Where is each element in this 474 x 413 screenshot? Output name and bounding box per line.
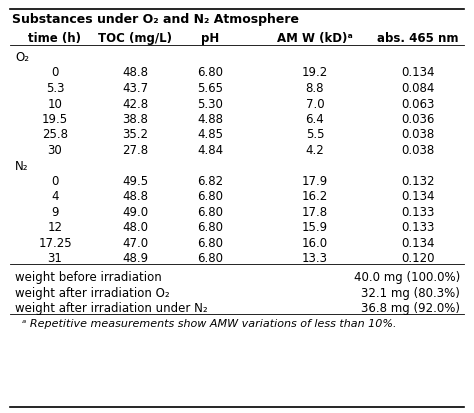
Text: pH: pH — [201, 32, 219, 45]
Text: 47.0: 47.0 — [122, 236, 148, 249]
Text: 32.1 mg (80.3%): 32.1 mg (80.3%) — [361, 286, 460, 299]
Text: 15.9: 15.9 — [302, 221, 328, 234]
Text: 4.88: 4.88 — [197, 113, 223, 126]
Text: 30: 30 — [47, 144, 63, 157]
Text: N₂: N₂ — [15, 159, 28, 172]
Text: weight before irradiation: weight before irradiation — [15, 271, 162, 283]
Text: 49.5: 49.5 — [122, 175, 148, 188]
Text: 0: 0 — [51, 66, 59, 79]
Text: Substances under O₂ and N₂ Atmosphere: Substances under O₂ and N₂ Atmosphere — [12, 13, 299, 26]
Text: 10: 10 — [47, 97, 63, 110]
Text: 17.8: 17.8 — [302, 206, 328, 218]
Text: 0.038: 0.038 — [401, 144, 435, 157]
Text: 0.133: 0.133 — [401, 206, 435, 218]
Text: 17.25: 17.25 — [38, 236, 72, 249]
Text: time (h): time (h) — [28, 32, 82, 45]
Text: 6.80: 6.80 — [197, 252, 223, 265]
Text: 25.8: 25.8 — [42, 128, 68, 141]
Text: 6.80: 6.80 — [197, 66, 223, 79]
Text: 38.8: 38.8 — [122, 113, 148, 126]
Text: 48.8: 48.8 — [122, 190, 148, 203]
Text: 0.134: 0.134 — [401, 66, 435, 79]
Text: O₂: O₂ — [15, 51, 29, 64]
Text: 0.132: 0.132 — [401, 175, 435, 188]
Text: 12: 12 — [47, 221, 63, 234]
Text: 0.133: 0.133 — [401, 221, 435, 234]
Text: 17.9: 17.9 — [302, 175, 328, 188]
Text: weight after irradiation O₂: weight after irradiation O₂ — [15, 286, 170, 299]
Text: 6.80: 6.80 — [197, 221, 223, 234]
Text: 6.80: 6.80 — [197, 206, 223, 218]
Text: 7.0: 7.0 — [306, 97, 324, 110]
Text: 6.80: 6.80 — [197, 236, 223, 249]
Text: 43.7: 43.7 — [122, 82, 148, 95]
Text: 16.0: 16.0 — [302, 236, 328, 249]
Text: 0: 0 — [51, 175, 59, 188]
Text: 6.80: 6.80 — [197, 190, 223, 203]
Text: 6.82: 6.82 — [197, 175, 223, 188]
Text: 6.4: 6.4 — [306, 113, 324, 126]
Text: 5.3: 5.3 — [46, 82, 64, 95]
Text: 0.134: 0.134 — [401, 236, 435, 249]
Text: 35.2: 35.2 — [122, 128, 148, 141]
Text: abs. 465 nm: abs. 465 nm — [377, 32, 459, 45]
Text: 5.30: 5.30 — [197, 97, 223, 110]
Text: 27.8: 27.8 — [122, 144, 148, 157]
Text: weight after irradiation under N₂: weight after irradiation under N₂ — [15, 301, 208, 314]
Text: AM W (kD)ᵃ: AM W (kD)ᵃ — [277, 32, 353, 45]
Text: 48.8: 48.8 — [122, 66, 148, 79]
Text: ᵃ Repetitive measurements show AMW variations of less than 10%.: ᵃ Repetitive measurements show AMW varia… — [22, 319, 396, 329]
Text: 49.0: 49.0 — [122, 206, 148, 218]
Text: 31: 31 — [47, 252, 63, 265]
Text: 5.5: 5.5 — [306, 128, 324, 141]
Text: 19.5: 19.5 — [42, 113, 68, 126]
Text: 5.65: 5.65 — [197, 82, 223, 95]
Text: 4.85: 4.85 — [197, 128, 223, 141]
Text: 48.0: 48.0 — [122, 221, 148, 234]
Text: 4.2: 4.2 — [306, 144, 324, 157]
Text: 9: 9 — [51, 206, 59, 218]
Text: 0.120: 0.120 — [401, 252, 435, 265]
Text: 42.8: 42.8 — [122, 97, 148, 110]
Text: 8.8: 8.8 — [306, 82, 324, 95]
Text: 13.3: 13.3 — [302, 252, 328, 265]
Text: 19.2: 19.2 — [302, 66, 328, 79]
Text: 36.8 mg (92.0%): 36.8 mg (92.0%) — [361, 301, 460, 314]
Text: 0.036: 0.036 — [401, 113, 435, 126]
Text: TOC (mg/L): TOC (mg/L) — [98, 32, 172, 45]
Text: 16.2: 16.2 — [302, 190, 328, 203]
Text: 0.134: 0.134 — [401, 190, 435, 203]
Text: 0.084: 0.084 — [401, 82, 435, 95]
Text: 0.038: 0.038 — [401, 128, 435, 141]
Text: 0.063: 0.063 — [401, 97, 435, 110]
Text: 48.9: 48.9 — [122, 252, 148, 265]
Text: 4.84: 4.84 — [197, 144, 223, 157]
Text: 4: 4 — [51, 190, 59, 203]
Text: 40.0 mg (100.0%): 40.0 mg (100.0%) — [354, 271, 460, 283]
